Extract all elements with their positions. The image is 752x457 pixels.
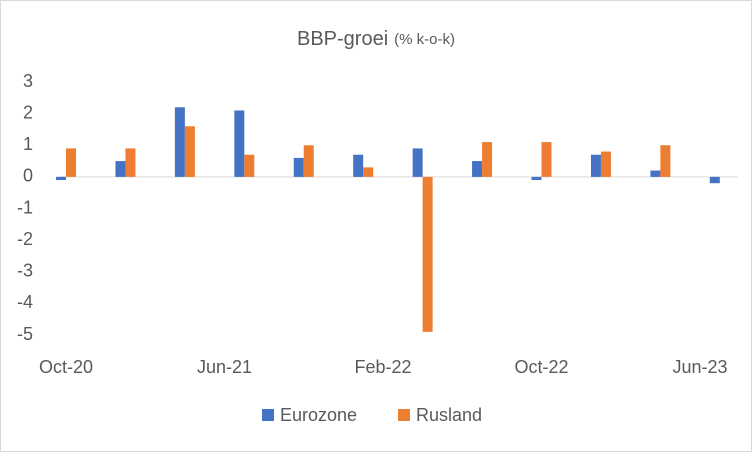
- bar: [303, 145, 314, 177]
- bar: [482, 142, 493, 177]
- bar: [660, 145, 671, 177]
- chart-title: BBP-groei: [297, 28, 388, 50]
- bar: [709, 176, 720, 184]
- bar: [590, 154, 601, 177]
- legend-label: Rusland: [416, 405, 482, 425]
- y-tick-label: 0: [23, 166, 33, 186]
- bar: [125, 148, 136, 177]
- bar: [115, 161, 126, 177]
- y-tick-label: -1: [17, 197, 33, 217]
- y-tick-label: 3: [23, 71, 33, 91]
- x-tick-label: Oct-22: [514, 357, 568, 377]
- y-tick-label: 1: [23, 134, 33, 154]
- x-tick-label: Feb-22: [354, 357, 411, 377]
- bar: [56, 176, 66, 181]
- y-tick-label: -2: [17, 229, 33, 249]
- x-tick-label: Jun-23: [672, 357, 727, 377]
- bar: [600, 151, 611, 177]
- y-tick-label: -5: [17, 324, 33, 344]
- bar: [234, 110, 245, 177]
- y-tick-label: 2: [23, 102, 33, 122]
- y-tick-label: -4: [17, 292, 33, 312]
- bar: [353, 154, 364, 177]
- legend-label: Eurozone: [280, 405, 357, 425]
- x-tick-label: Oct-20: [39, 357, 93, 377]
- legend-swatch: [398, 409, 410, 421]
- legend-swatch: [262, 409, 274, 421]
- bar: [184, 126, 195, 177]
- bar: [472, 161, 483, 177]
- bar: [650, 170, 661, 177]
- y-tick-label: -3: [17, 261, 33, 281]
- x-tick-label: Jun-21: [197, 357, 252, 377]
- bar: [244, 154, 255, 177]
- bar: [174, 107, 185, 177]
- chart-subtitle: (% k-o-k): [394, 31, 455, 48]
- chart-title-group: BBP-groei (% k-o-k): [297, 28, 455, 50]
- bar: [363, 167, 374, 177]
- bar: [293, 157, 304, 177]
- bar: [66, 148, 76, 177]
- bar: [531, 176, 542, 181]
- bar: [541, 142, 552, 177]
- bar: [422, 176, 433, 332]
- bar: [412, 148, 423, 177]
